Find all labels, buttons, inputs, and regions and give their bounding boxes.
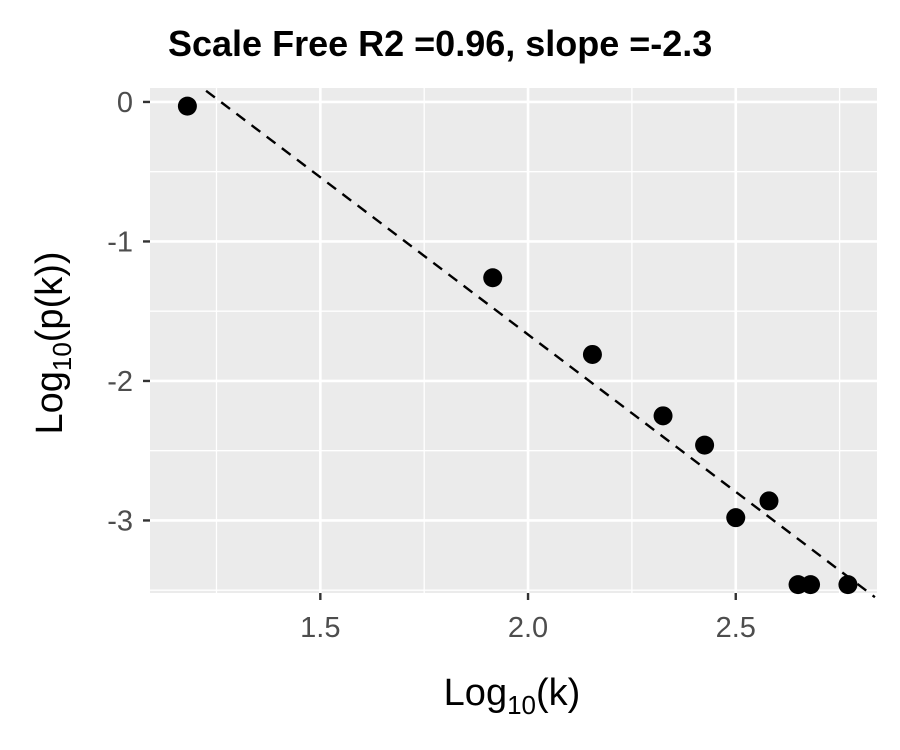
y-axis-label-sub: 10	[47, 342, 77, 371]
y-axis-label-arg: (p(k))	[29, 251, 71, 342]
data-point	[838, 575, 858, 595]
y-tick-label: -1	[107, 226, 133, 258]
data-points	[177, 96, 858, 595]
data-point	[801, 575, 821, 595]
fit-line-layer	[205, 89, 876, 599]
data-point	[726, 508, 746, 528]
data-point	[483, 268, 503, 288]
y-axis-label-base: Log	[29, 371, 71, 434]
chart-title: Scale Free R2 =0.96, slope =-2.3	[168, 23, 712, 64]
data-point	[582, 344, 602, 364]
x-axis-label-arg: (k)	[536, 672, 580, 714]
data-point	[695, 435, 715, 455]
x-tick-label: 2.0	[508, 612, 548, 644]
data-point	[177, 96, 197, 116]
x-axis-label-sub: 10	[507, 690, 536, 720]
x-tick-label: 1.5	[300, 612, 340, 644]
y-axis-label: Log10(p(k))	[29, 251, 77, 434]
data-point	[759, 491, 779, 511]
x-axis-label-base: Log	[444, 672, 507, 714]
x-axis-label: Log10(k)	[444, 672, 581, 720]
x-tick-label: 2.5	[716, 612, 756, 644]
y-tick-label: 0	[117, 87, 133, 119]
data-point	[653, 406, 673, 426]
y-tick-label: -2	[107, 366, 133, 398]
y-axis-ticks: 0 -1 -2 -3	[107, 87, 150, 537]
y-tick-label: -3	[107, 505, 133, 537]
x-axis-ticks: 1.5 2.0 2.5	[300, 593, 756, 644]
grid-minor	[150, 88, 877, 593]
fit-line	[205, 89, 876, 599]
